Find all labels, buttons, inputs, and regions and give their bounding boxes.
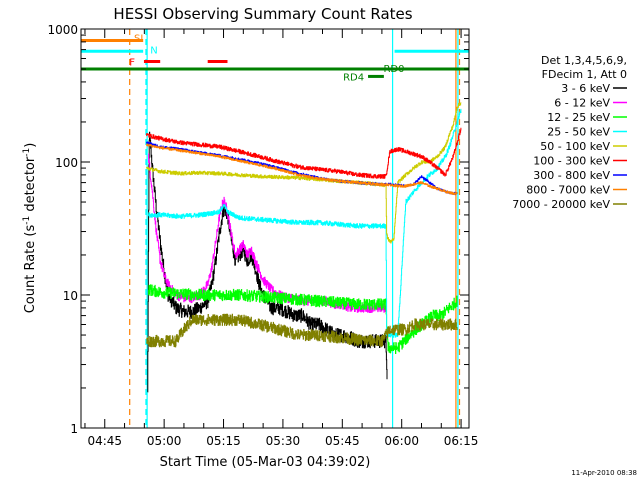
x-tick-label: 05:45 bbox=[325, 434, 360, 448]
footer-date: 11-Apr-2010 08:38 bbox=[571, 469, 637, 477]
series-line-3-6-kev bbox=[147, 131, 388, 393]
x-tick-label: 05:15 bbox=[206, 434, 241, 448]
x-tick-label: 05:30 bbox=[266, 434, 301, 448]
flag-label-f: F bbox=[129, 57, 135, 68]
y-axis-label: Count Rate (s-1 detector-1) bbox=[22, 143, 38, 314]
legend-label-100-300-kev: 100 - 300 keV bbox=[533, 155, 610, 168]
legend-label-50-100-kev: 50 - 100 keV bbox=[540, 140, 610, 153]
plot-frame bbox=[80, 28, 470, 429]
plot-area: SI N F RD0 RD4 bbox=[81, 29, 469, 428]
x-tick-label: 06:15 bbox=[444, 434, 479, 448]
series-line-7000-20000-kev bbox=[146, 313, 458, 348]
series-line-12-25-kev bbox=[148, 284, 458, 354]
y-tick-label: 1 bbox=[70, 422, 78, 436]
legend-label-25-50-kev: 25 - 50 keV bbox=[547, 126, 610, 139]
legend-header-line-1: Det 1,3,4,5,6,9, bbox=[541, 54, 627, 67]
x-tick-label: 04:45 bbox=[87, 434, 122, 448]
flag-label-rd4: RD4 bbox=[343, 72, 364, 83]
legend-label-300-800-kev: 300 - 800 keV bbox=[533, 169, 610, 182]
series-line-25-50-kev bbox=[148, 108, 462, 338]
flag-label-rd0: RD0 bbox=[383, 64, 404, 75]
chart-title: HESSI Observing Summary Count Rates bbox=[113, 5, 412, 23]
legend-label-800-7000-kev: 800 - 7000 keV bbox=[526, 184, 610, 197]
legend-label-6-12-kev: 6 - 12 keV bbox=[554, 97, 610, 110]
legend-header-line-2: FDecim 1, Att 0 bbox=[542, 68, 627, 81]
legend-label-12-25-kev: 12 - 25 keV bbox=[547, 111, 610, 124]
y-axis: 1 10 100 1000 bbox=[47, 23, 469, 436]
x-tick-label: 06:00 bbox=[384, 434, 419, 448]
y-tick-label: 100 bbox=[55, 156, 78, 170]
x-axis: 04:45 05:00 05:15 05:30 05:45 06:00 06:15 bbox=[84, 29, 479, 448]
y-tick-label: 1000 bbox=[47, 23, 78, 37]
series-line-50-100-kev bbox=[146, 102, 462, 244]
plot-content: SI N F RD0 RD4 bbox=[81, 29, 469, 428]
flag-label-n: N bbox=[150, 46, 157, 57]
legend-label-3-6-kev: 3 - 6 keV bbox=[561, 82, 610, 95]
y-tick-label: 10 bbox=[63, 289, 78, 303]
series-line-100-300-kev bbox=[146, 127, 462, 179]
legend: Det 1,3,4,5,6,9, FDecim 1, Att 0 3 - 6 k… bbox=[512, 54, 627, 211]
x-axis-label: Start Time (05-Mar-03 04:39:02) bbox=[160, 455, 371, 470]
series-line-800-7000-kev bbox=[146, 143, 458, 195]
x-tick-label: 05:00 bbox=[147, 434, 182, 448]
legend-label-7000-20000-kev: 7000 - 20000 keV bbox=[512, 198, 610, 211]
flag-label-si: SI bbox=[134, 34, 143, 45]
